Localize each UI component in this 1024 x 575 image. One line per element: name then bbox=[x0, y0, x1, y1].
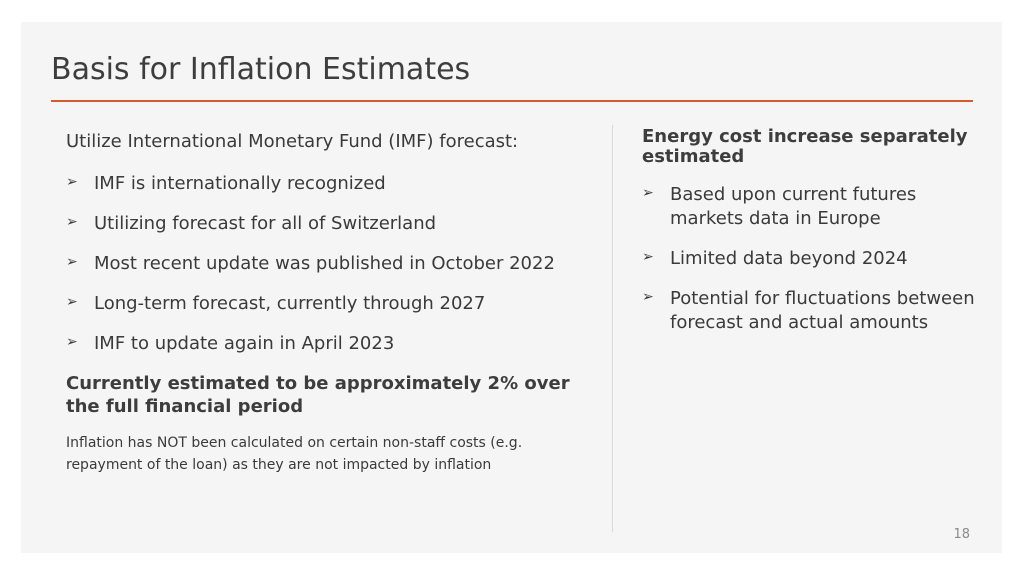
bullet-text: Limited data beyond 2024 bbox=[670, 248, 908, 269]
right-heading: Energy cost increase separately estimate… bbox=[642, 126, 968, 167]
bullet-text: Based upon current futures markets data … bbox=[670, 184, 917, 229]
arrowhead-bullet-icon: ➢ bbox=[642, 289, 654, 305]
slide: Basis for Inflation Estimates Utilize In… bbox=[21, 22, 1002, 553]
bullet-text: IMF is internationally recognized bbox=[94, 173, 386, 194]
arrowhead-bullet-icon: ➢ bbox=[66, 174, 78, 190]
bullet-text: Potential for fluctuations between forec… bbox=[670, 288, 975, 333]
arrowhead-bullet-icon: ➢ bbox=[66, 214, 78, 230]
column-divider bbox=[612, 125, 613, 532]
arrowhead-bullet-icon: ➢ bbox=[642, 185, 654, 201]
list-item: ➢ Long-term forecast, currently through … bbox=[66, 292, 586, 316]
list-item: ➢ Based upon current futures markets dat… bbox=[642, 183, 987, 231]
arrowhead-bullet-icon: ➢ bbox=[642, 249, 654, 265]
bullet-text: IMF to update again in April 2023 bbox=[94, 333, 395, 354]
list-item: ➢ Utilizing forecast for all of Switzerl… bbox=[66, 212, 586, 236]
list-item: ➢ Potential for fluctuations between for… bbox=[642, 287, 987, 335]
title-underline bbox=[51, 100, 973, 102]
slide-title: Basis for Inflation Estimates bbox=[51, 52, 471, 87]
bullet-text: Utilizing forecast for all of Switzerlan… bbox=[94, 213, 437, 234]
intro-text: Utilize International Monetary Fund (IMF… bbox=[66, 131, 519, 152]
bullet-text: Long-term forecast, currently through 20… bbox=[94, 293, 486, 314]
footnote-text: Inflation has NOT been calculated on cer… bbox=[66, 435, 523, 473]
arrowhead-bullet-icon: ➢ bbox=[66, 294, 78, 310]
right-bullet-list: ➢ Based upon current futures markets dat… bbox=[642, 183, 987, 335]
arrowhead-bullet-icon: ➢ bbox=[66, 254, 78, 270]
right-column: Energy cost increase separately estimate… bbox=[642, 127, 987, 351]
left-column: Utilize International Monetary Fund (IMF… bbox=[66, 130, 586, 476]
list-item: ➢ IMF to update again in April 2023 bbox=[66, 332, 586, 356]
arrowhead-bullet-icon: ➢ bbox=[66, 334, 78, 350]
page-number: 18 bbox=[953, 527, 970, 542]
left-bullet-list: ➢ IMF is internationally recognized ➢ Ut… bbox=[66, 172, 586, 356]
list-item: ➢ Most recent update was published in Oc… bbox=[66, 252, 586, 276]
bullet-text: Most recent update was published in Octo… bbox=[94, 253, 555, 274]
list-item: ➢ Limited data beyond 2024 bbox=[642, 247, 987, 271]
list-item: ➢ IMF is internationally recognized bbox=[66, 172, 586, 196]
conclusion-text: Currently estimated to be approximately … bbox=[66, 373, 570, 417]
